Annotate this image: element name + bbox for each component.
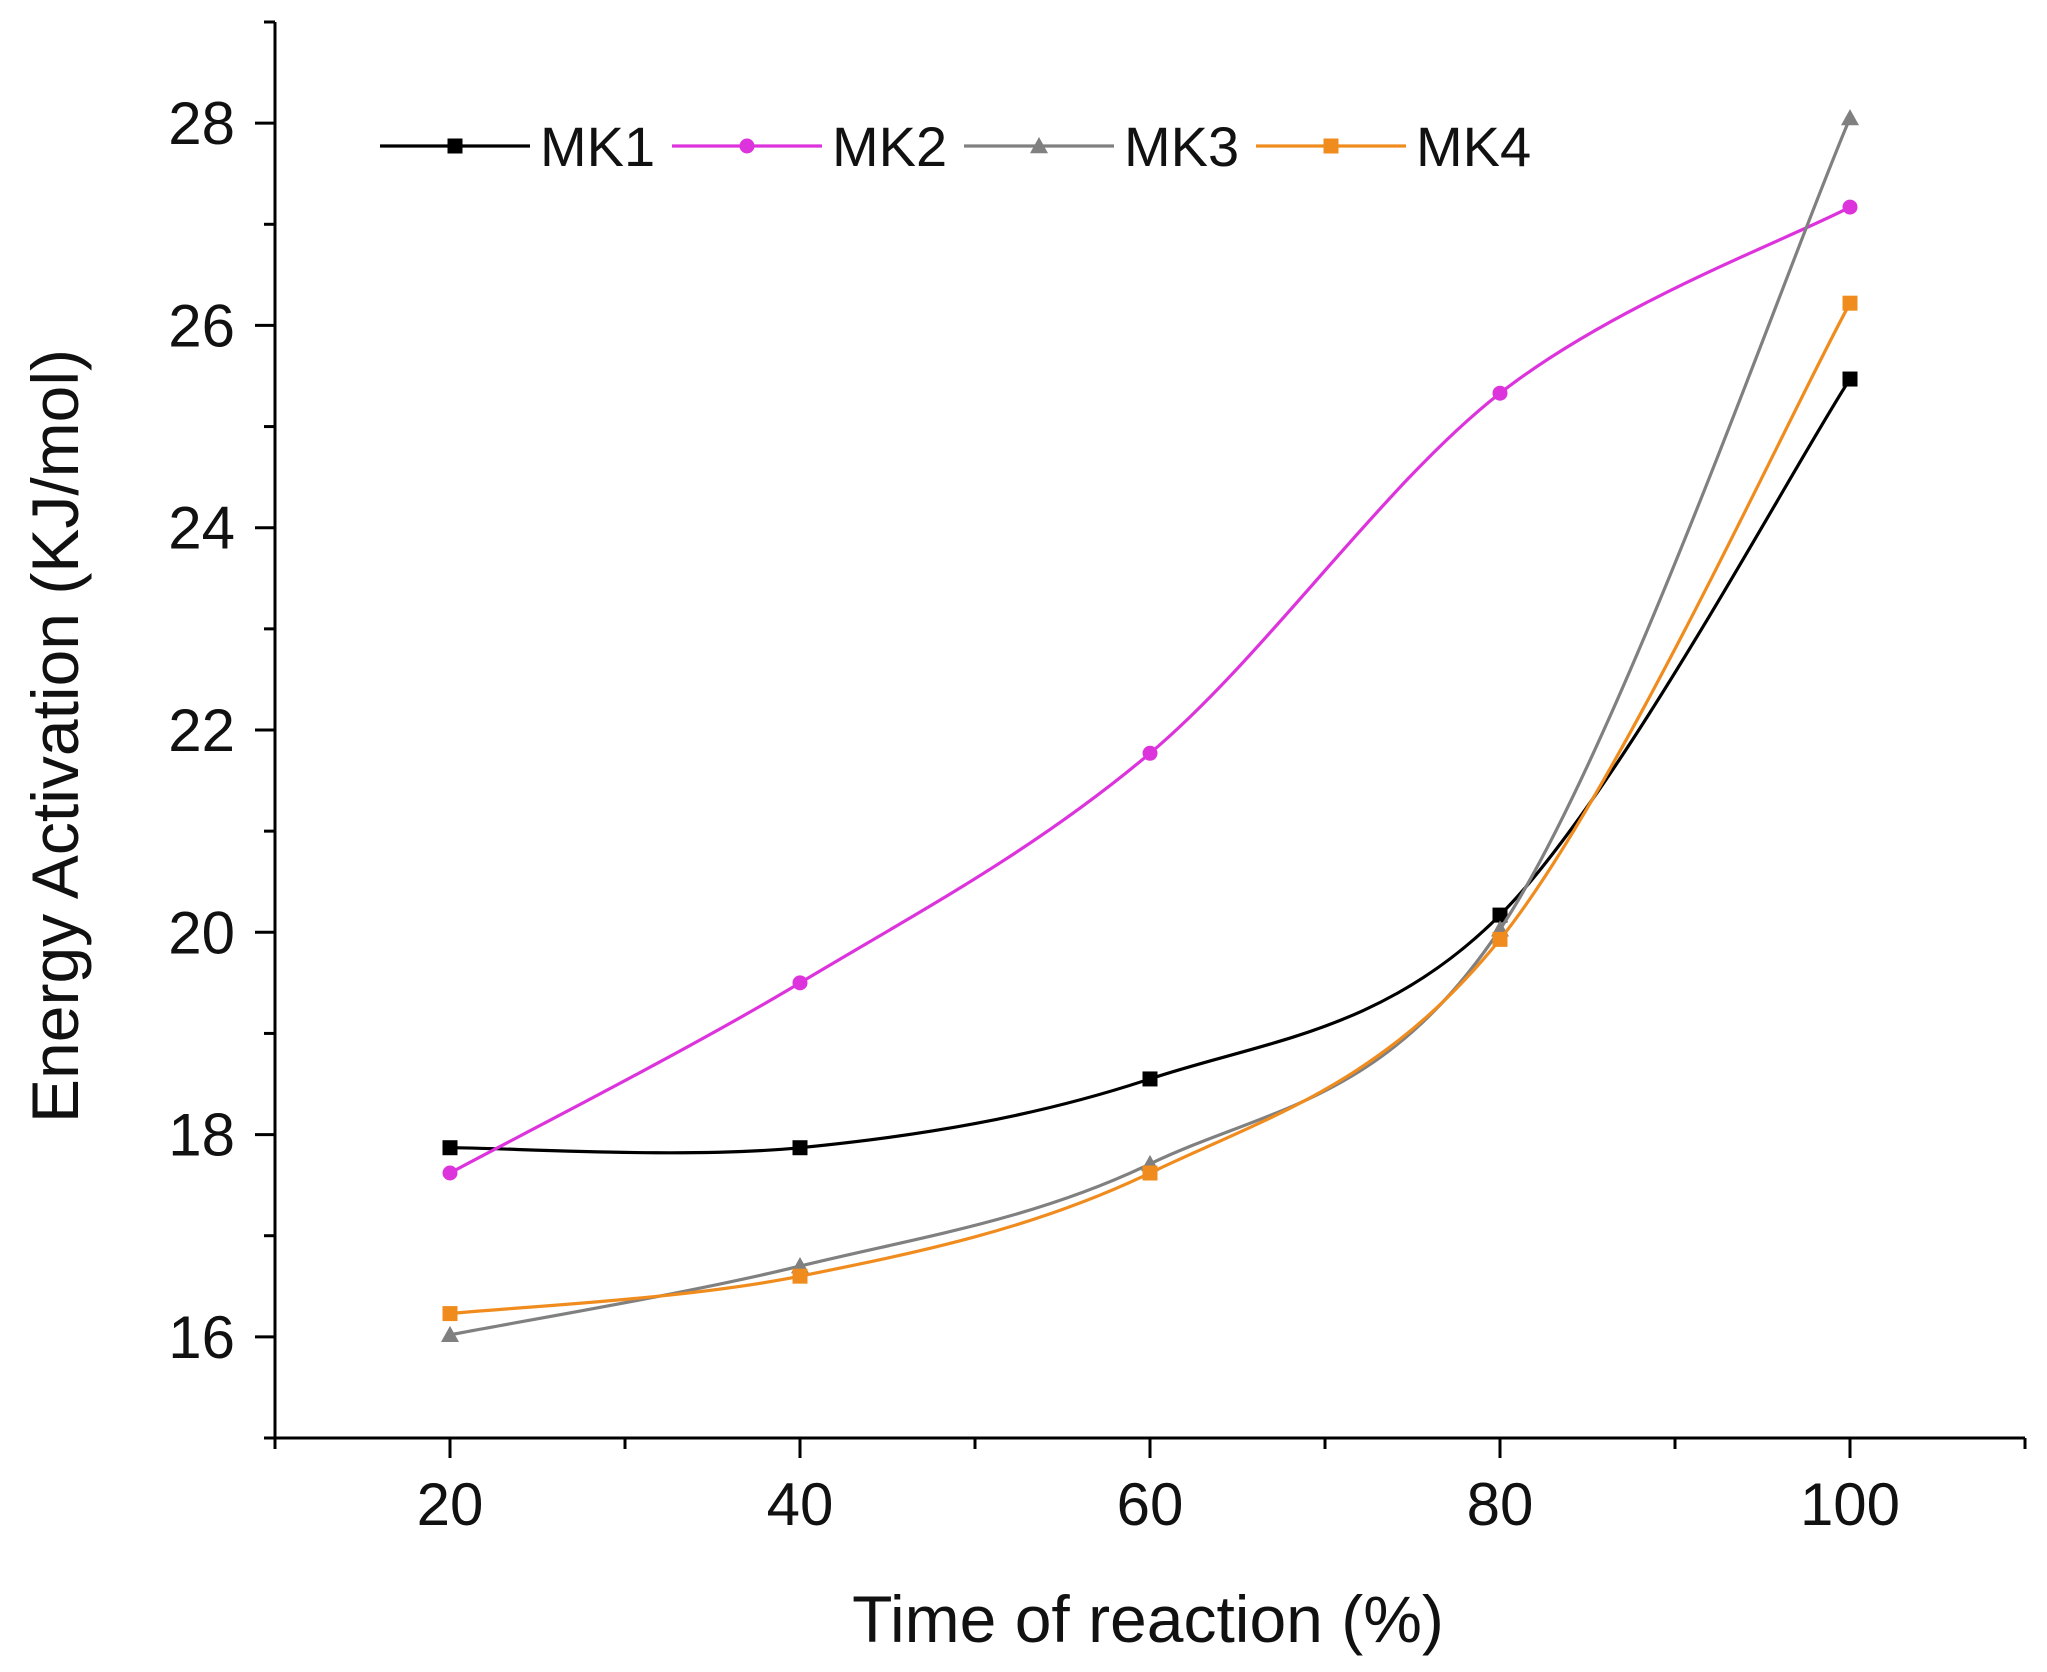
legend-label-mk3: MK3: [1124, 115, 1239, 178]
data-point-mk1: [1842, 371, 1858, 387]
series-layer: [441, 109, 1859, 1343]
series-line-mk1: [449, 378, 1852, 1155]
y-tick-label: 28: [168, 90, 235, 157]
data-point-mk4: [792, 1268, 808, 1284]
series-mk4: [442, 295, 1858, 1322]
data-point-mk2: [792, 975, 808, 991]
legend-label-mk1: MK1: [540, 115, 655, 178]
y-tick-label: 22: [168, 697, 235, 764]
legend-item-mk2: MK2: [672, 115, 947, 178]
data-point-mk4: [1492, 931, 1508, 947]
data-point-mk1: [1492, 907, 1508, 923]
y-tick-label: 16: [168, 1304, 235, 1371]
x-axis-ticks: 20 40 60 80 100: [273, 1438, 2027, 1538]
y-axis-label: Energy Activation (KJ/mol): [18, 349, 92, 1123]
data-point-mk1: [442, 1140, 458, 1156]
y-axis-ticks: 16 18 20 22 24 26 28: [168, 20, 275, 1440]
series-line-mk4: [449, 302, 1852, 1316]
x-tick-label: 80: [1467, 1471, 1534, 1538]
legend-item-mk1: MK1: [380, 115, 655, 178]
y-tick-label: 26: [168, 292, 235, 359]
series-mk2: [442, 199, 1858, 1181]
data-point-mk4: [442, 1306, 458, 1322]
legend-marker-mk4: [1323, 138, 1339, 154]
data-point-mk2: [442, 1165, 458, 1181]
legend-marker-mk1: [447, 138, 463, 154]
x-tick-label: 40: [767, 1471, 834, 1538]
x-tick-label: 60: [1117, 1471, 1184, 1538]
legend-label-mk2: MK2: [832, 115, 947, 178]
legend-item-mk3: MK3: [964, 115, 1239, 178]
data-point-mk1: [792, 1140, 808, 1156]
data-point-mk4: [1142, 1165, 1158, 1181]
y-tick-label: 24: [168, 495, 235, 562]
y-tick-label: 18: [168, 1102, 235, 1169]
data-point-mk4: [1842, 295, 1858, 311]
data-point-mk3: [1841, 109, 1859, 126]
data-point-mk3: [441, 1325, 459, 1343]
data-point-mk2: [1492, 385, 1508, 401]
series-mk1: [442, 371, 1858, 1156]
y-tick-label: 20: [168, 899, 235, 966]
series-line-mk3: [449, 117, 1852, 1337]
data-point-mk2: [1842, 199, 1858, 215]
x-tick-label: 20: [417, 1471, 484, 1538]
x-axis-label: Time of reaction (%): [852, 1582, 1444, 1656]
data-point-mk2: [1142, 745, 1158, 761]
legend-marker-mk3: [1030, 137, 1048, 154]
data-point-mk1: [1142, 1071, 1158, 1087]
series-line-mk2: [449, 205, 1851, 1175]
legend-marker-mk2: [739, 138, 755, 154]
legend-label-mk4: MK4: [1416, 115, 1531, 178]
legend: MK1 MK2 MK3 MK4: [380, 115, 1531, 178]
legend-item-mk4: MK4: [1256, 115, 1531, 178]
x-tick-label: 100: [1800, 1471, 1900, 1538]
